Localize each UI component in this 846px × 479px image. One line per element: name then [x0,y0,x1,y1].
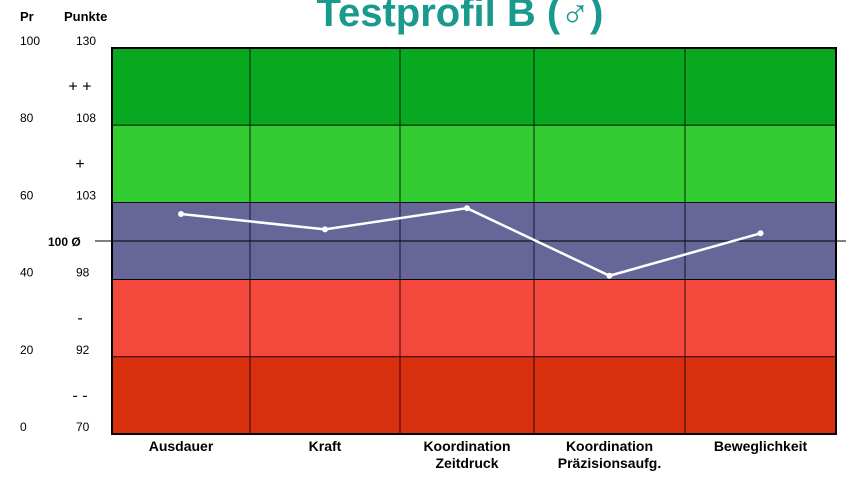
y-tick-label: 20 [20,343,34,357]
y2-axis-label: Punkte [64,9,107,24]
y-tick-label: 60 [20,188,34,202]
y2-tick-label: 98 [76,266,90,280]
y2-tick-label: 130 [76,34,96,48]
chart-title: Testprofil B (♂) [316,0,603,35]
band [111,124,837,203]
y2-tick-label: 70 [76,420,90,434]
x-tick-label: Zeitdruck [435,455,498,471]
x-tick-label: Beweglichkeit [714,438,808,454]
point [322,226,328,233]
y-tick-label: 80 [20,111,34,125]
band [111,279,837,358]
y-tick-label: 100 [20,34,40,48]
y-tick-label: 40 [20,266,34,280]
point [606,272,613,279]
y-tick-label: 0 [20,420,27,434]
y2-tick-label: 108 [76,111,96,125]
x-tick-label: Kraft [309,438,342,454]
band-label: + + [68,79,91,96]
x-tick-label: Ausdauer [149,438,214,454]
y2-tick-label: 103 [76,188,96,202]
x-tick-label: Koordination [423,438,510,454]
point [178,210,184,217]
x-tick-label: Koordination [566,438,653,454]
point [464,205,470,212]
band [111,47,837,126]
band-label: + [75,156,84,173]
mean-label: 100 Ø [48,235,81,249]
y-axis-label: Pr [20,9,34,24]
band-label: - - [72,387,87,404]
band-label: - [77,310,82,327]
x-tick-label: Präzisionsaufg. [558,455,661,471]
band [111,356,837,435]
point [757,230,764,237]
y2-tick-label: 92 [76,343,90,357]
